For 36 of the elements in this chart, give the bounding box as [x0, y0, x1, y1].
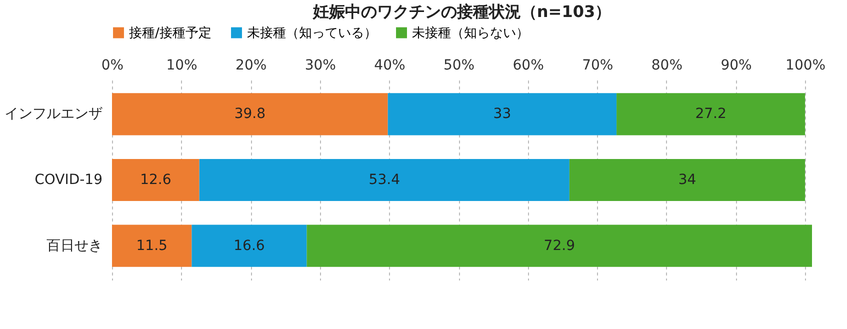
y-tick-label: インフルエンザ	[4, 106, 102, 122]
bar	[616, 93, 806, 136]
bar	[192, 224, 307, 267]
data-label: 12.6	[140, 172, 172, 188]
legend-label: 未接種（知っている）	[247, 26, 377, 41]
bar	[112, 224, 192, 267]
data-label: 11.5	[136, 238, 168, 254]
data-label: 72.9	[544, 238, 575, 254]
bar	[199, 158, 570, 202]
x-tick-label: 0%	[101, 58, 124, 74]
x-tick-label: 30%	[304, 58, 336, 74]
x-tick-label: 90%	[720, 58, 752, 74]
y-tick-label: COVID-19	[34, 172, 102, 188]
x-tick-label: 60%	[512, 58, 544, 74]
bar	[306, 224, 812, 267]
bar	[569, 158, 806, 202]
data-label: 39.8	[234, 106, 266, 122]
data-label: 16.6	[234, 238, 265, 254]
x-tick-label: 70%	[582, 58, 614, 74]
data-label: 34	[678, 172, 696, 188]
bar	[112, 93, 388, 136]
y-tick-label: 百日せき	[46, 238, 102, 254]
x-tick-label: 80%	[651, 58, 683, 74]
bar	[112, 158, 200, 202]
bar	[388, 93, 617, 136]
data-label: 33	[493, 106, 512, 122]
legend-label: 未接種（知らない）	[412, 26, 529, 41]
data-label: 53.4	[368, 172, 400, 188]
data-label: 27.2	[695, 106, 726, 122]
x-tick-label: 50%	[443, 58, 475, 74]
legend-label: 接種/接種予定	[129, 26, 212, 41]
x-tick-label: 100%	[786, 58, 826, 74]
x-tick-label: 20%	[236, 58, 267, 74]
chart-title: 妊娠中のワクチンの接種状況（n=103）	[312, 2, 612, 21]
x-tick-label: 40%	[374, 58, 406, 74]
x-tick-label: 10%	[166, 58, 198, 74]
